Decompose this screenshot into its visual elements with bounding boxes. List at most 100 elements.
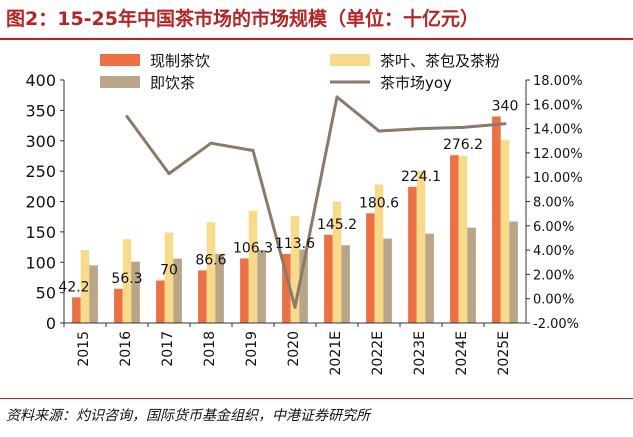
bar-fresh-tea-2019	[240, 258, 249, 323]
data-label-fresh-tea-2015: 42.2	[58, 279, 89, 295]
bar-fresh-tea-2016	[114, 288, 123, 323]
title-divider	[0, 38, 633, 40]
y-left-tick-label: 100	[25, 253, 56, 272]
y-right-tick-label: 8.00%	[533, 196, 574, 211]
bar-instant-tea-2022E	[383, 238, 392, 323]
axes-layer: 0 50 100 150 200 250 300 350 400 -2.00% 0.00% 2.00%…	[25, 71, 582, 375]
yoy-point	[125, 115, 129, 118]
bar-tea-leaf-2022E	[374, 184, 384, 323]
y-right-tick-label: 0.00%	[533, 293, 574, 308]
x-tick-label: 2018	[202, 331, 218, 367]
legend-label-tea-leaf: 茶叶、茶包及茶粉	[380, 52, 500, 70]
y-left-tick-label: 300	[25, 132, 56, 151]
y-left-tick-label: 350	[25, 101, 56, 120]
legend-label-fresh-tea: 现制茶饮	[150, 52, 210, 70]
y-right-tick-label: 18.00%	[533, 74, 583, 89]
data-label-fresh-tea-2024E: 276.2	[443, 137, 483, 153]
bar-fresh-tea-2023E	[408, 186, 417, 323]
x-tick-label: 2021E	[328, 331, 344, 375]
y-left-tick-label: 200	[25, 193, 56, 212]
x-tick-label: 2022E	[370, 331, 386, 375]
bar-instant-tea-2024E	[467, 227, 476, 323]
bar-fresh-tea-2018	[198, 270, 207, 323]
y-left-tick-label: 0	[46, 314, 56, 333]
bar-instant-tea-2023E	[425, 233, 434, 323]
bar-instant-tea-2016	[131, 261, 140, 323]
bar-tea-leaf-2021E	[332, 201, 342, 323]
legend-label-instant-tea: 即饮茶	[150, 74, 195, 92]
bar-fresh-tea-2021E	[324, 234, 333, 323]
x-tick-label: 2020	[286, 331, 302, 367]
y-right-tick-label: 4.00%	[533, 244, 574, 259]
x-tick-label: 2025E	[496, 331, 512, 375]
y-left-tick-label: 150	[25, 223, 56, 242]
y-right-tick-label: -2.00%	[533, 317, 579, 332]
data-label-fresh-tea-2016: 56.3	[111, 271, 142, 287]
y-right-tick-label: 2.00%	[533, 268, 574, 283]
bar-instant-tea-2020	[299, 249, 308, 323]
yoy-point	[209, 141, 213, 145]
bar-fresh-tea-2024E	[450, 155, 459, 323]
yoy-point	[335, 95, 339, 99]
bar-instant-tea-2021E	[341, 245, 350, 323]
data-label-fresh-tea-2021E: 145.2	[317, 217, 357, 233]
bar-instant-tea-2015	[89, 265, 98, 323]
y-left-tick-label: 250	[25, 162, 56, 181]
bar-instant-tea-2019	[257, 250, 266, 323]
bar-tea-leaf-2025E	[500, 140, 510, 323]
y-right-tick-label: 6.00%	[533, 220, 574, 235]
bar-instant-tea-2025E	[509, 221, 518, 323]
yoy-point	[419, 127, 423, 131]
bar-fresh-tea-2022E	[366, 213, 375, 323]
line-series-yoy	[125, 95, 506, 309]
legend-label-yoy: 茶市场yoy	[380, 74, 452, 92]
y-right-tick-label: 10.00%	[533, 171, 583, 186]
yoy-point	[251, 149, 255, 152]
y-right-tick-label: 12.00%	[533, 147, 583, 162]
bar-instant-tea-2017	[173, 258, 182, 323]
bar-fresh-tea-2017	[156, 280, 165, 323]
x-tick-label: 2019	[244, 331, 260, 367]
y-right-tick-label: 16.00%	[533, 98, 583, 113]
y-left-tick-label: 50	[36, 284, 56, 303]
bar-tea-leaf-2018	[206, 222, 216, 323]
data-labels-layer: 42.2 56.3 70 86.6 106.3 113.6145.2180.6224.12…	[58, 99, 518, 296]
y-right-tick-label: 14.00%	[533, 123, 583, 138]
data-label-fresh-tea-2022E: 180.6	[359, 195, 399, 211]
x-tick-label: 2017	[160, 331, 176, 367]
bar-tea-leaf-2019	[248, 210, 258, 323]
bar-tea-leaf-2023E	[416, 171, 426, 324]
yoy-point	[377, 129, 381, 133]
yoy-point	[503, 122, 507, 126]
bar-fresh-tea-2020	[282, 253, 291, 323]
bar-tea-leaf-2024E	[458, 155, 468, 323]
data-label-fresh-tea-2023E: 224.1	[401, 169, 441, 185]
x-tick-label: 2015	[76, 331, 92, 367]
x-tick-label: 2024E	[454, 331, 470, 375]
legend-swatch-instant-tea	[100, 76, 140, 88]
bar-tea-leaf-2015	[80, 250, 90, 323]
data-label-fresh-tea-2025E: 340	[492, 99, 519, 115]
legend-swatch-tea-leaf	[330, 54, 370, 66]
x-tick-label: 2023E	[412, 331, 428, 375]
yoy-point	[461, 125, 465, 129]
yoy-point	[167, 172, 171, 176]
chart-canvas: 0 50 100 150 200 250 300 350 400 -2.00% 0.00% 2.00%…	[25, 52, 582, 375]
bar-tea-leaf-2017	[164, 232, 174, 323]
chart-title: 图2：15-25年中国茶市场的市场规模（单位：十亿元）	[6, 8, 479, 30]
data-label-fresh-tea-2018: 86.6	[195, 252, 226, 268]
bars-layer	[72, 116, 518, 324]
data-label-fresh-tea-2019: 106.3	[233, 240, 273, 256]
bar-tea-leaf-2020	[290, 216, 300, 323]
bar-instant-tea-2018	[215, 253, 224, 323]
footer-divider	[0, 398, 633, 399]
data-label-fresh-tea-2017: 70	[160, 263, 178, 279]
bar-tea-leaf-2016	[122, 239, 132, 323]
x-tick-label: 2016	[118, 331, 134, 367]
source-note: 资料来源：灼识咨询，国际货币基金组织，中港证券研究所	[6, 408, 370, 424]
bar-fresh-tea-2025E	[492, 116, 501, 323]
data-label-fresh-tea-2020: 113.6	[275, 236, 315, 252]
legend-swatch-fresh-tea	[100, 54, 140, 66]
